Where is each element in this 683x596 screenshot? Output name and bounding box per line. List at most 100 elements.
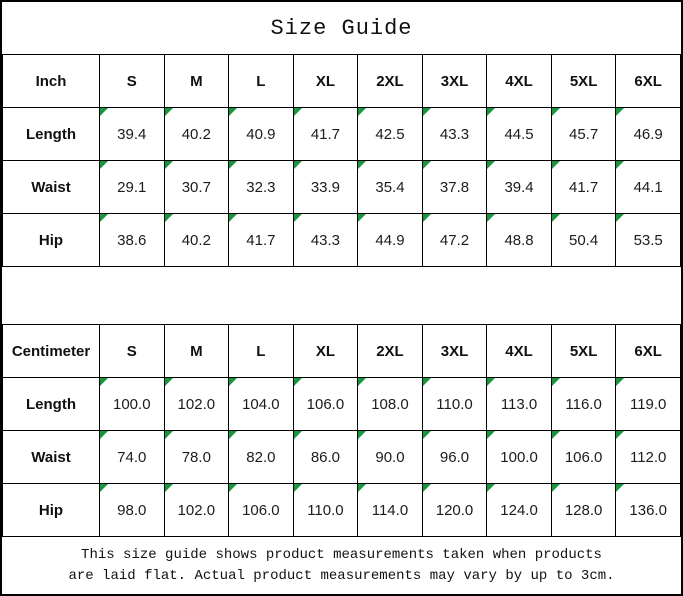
size-header-cell-text: M [190,342,203,360]
row-label-cell: Hip [2,213,100,267]
value-cell-text: 30.7 [181,178,211,196]
cell-flag-icon [229,161,238,169]
value-cell: 120.0 [421,483,488,537]
value-cell: 74.0 [99,430,165,484]
value-cell: 100.0 [99,377,165,431]
cell-flag-icon [165,378,173,386]
value-cell: 104.0 [228,377,294,431]
cell-flag-icon [358,214,367,222]
value-cell: 119.0 [615,377,681,431]
cell-flag-icon [165,108,173,116]
value-cell-text: 100.0 [500,448,538,466]
value-cell-text: 45.7 [569,125,599,143]
table-row: Hip 38.6 40.2 41.7 43.3 44.9 47.2 48.8 50.4 53.5 [2,213,681,267]
value-cell: 106.0 [292,377,359,431]
header-row: Centimeter S M L XL 2XL 3XL 4XL 5XL 6XL [2,324,681,378]
value-cell: 43.3 [421,107,488,161]
cell-flag-icon [552,431,560,439]
size-header-cell: 4XL [486,324,552,378]
size-header-cell: 2XL [357,54,423,108]
cell-flag-icon [487,214,496,222]
value-cell: 44.5 [486,107,552,161]
value-cell-text: 100.0 [113,395,151,413]
cell-flag-icon [229,378,238,386]
size-header-cell-text: 6XL [634,72,662,90]
value-cell-text: 90.0 [375,448,405,466]
cell-flag-icon [294,214,302,222]
value-cell: 128.0 [550,483,617,537]
value-cell-text: 47.2 [439,231,470,249]
value-cell: 102.0 [163,483,230,537]
value-cell-text: 96.0 [439,448,470,466]
value-cell: 50.4 [550,213,617,267]
table-gap [2,267,681,324]
value-cell-text: 98.0 [117,501,147,519]
value-cell: 96.0 [421,430,488,484]
cell-flag-icon [487,431,496,439]
cell-flag-icon [552,378,560,386]
value-cell: 53.5 [615,213,681,267]
cell-flag-icon [165,484,173,492]
value-cell: 33.9 [292,160,359,214]
value-cell-text: 74.0 [117,448,147,466]
row-label-cell-text: Hip [38,231,64,249]
cell-flag-icon [358,484,367,492]
value-cell: 47.2 [421,213,488,267]
cell-flag-icon [358,378,367,386]
row-label-cell-text: Waist [31,448,71,466]
value-cell: 46.9 [615,107,681,161]
cell-flag-icon [616,378,625,386]
size-header-cell-text: L [256,72,266,90]
footer-note: This size guide shows product measuremen… [2,537,681,594]
value-cell: 44.1 [615,160,681,214]
size-header-cell-text: XL [315,342,335,360]
value-cell-text: 112.0 [629,448,667,466]
size-header-cell-text: S [126,342,137,360]
value-cell-text: 43.3 [310,231,341,249]
size-header-cell: 6XL [615,324,681,378]
size-header-cell: 2XL [357,324,423,378]
value-cell-text: 128.0 [564,501,603,519]
cell-flag-icon [294,484,302,492]
value-cell: 124.0 [486,483,552,537]
cell-flag-icon [423,378,431,386]
value-cell-text: 50.4 [569,231,599,249]
cell-flag-icon [229,484,238,492]
value-cell-text: 41.7 [569,178,599,196]
value-cell-text: 38.6 [117,231,147,249]
size-header-cell-text: XL [315,72,335,90]
unit-header-cell: Inch [2,54,100,108]
cell-flag-icon [423,431,431,439]
value-cell-text: 44.5 [504,125,534,143]
size-header-cell: 3XL [421,54,488,108]
cell-flag-icon [423,214,431,222]
size-header-cell-text: 4XL [505,342,533,360]
value-cell: 106.0 [228,483,294,537]
cell-flag-icon [616,108,625,116]
value-cell-text: 39.4 [504,178,534,196]
value-cell-text: 86.0 [310,448,341,466]
value-cell: 39.4 [99,107,165,161]
value-cell: 116.0 [550,377,617,431]
cell-flag-icon [165,431,173,439]
size-header-cell: S [99,54,165,108]
size-header-cell: 4XL [486,54,552,108]
value-cell-text: 102.0 [177,395,216,413]
row-label-cell-text: Hip [38,501,64,519]
size-header-cell-text: 4XL [505,72,533,90]
value-cell-text: 40.2 [181,125,211,143]
value-cell: 114.0 [357,483,423,537]
value-cell: 43.3 [292,213,359,267]
cell-flag-icon [552,108,560,116]
value-cell-text: 106.0 [306,395,345,413]
value-cell: 32.3 [228,160,294,214]
value-cell-text: 53.5 [633,231,663,249]
size-header-cell-text: 2XL [376,342,404,360]
value-cell: 100.0 [486,430,552,484]
row-label-cell: Hip [2,483,100,537]
cell-flag-icon [552,484,560,492]
size-header-cell: M [163,54,230,108]
value-cell-text: 40.9 [246,125,276,143]
value-cell-text: 110.0 [307,501,344,519]
value-cell: 110.0 [421,377,488,431]
